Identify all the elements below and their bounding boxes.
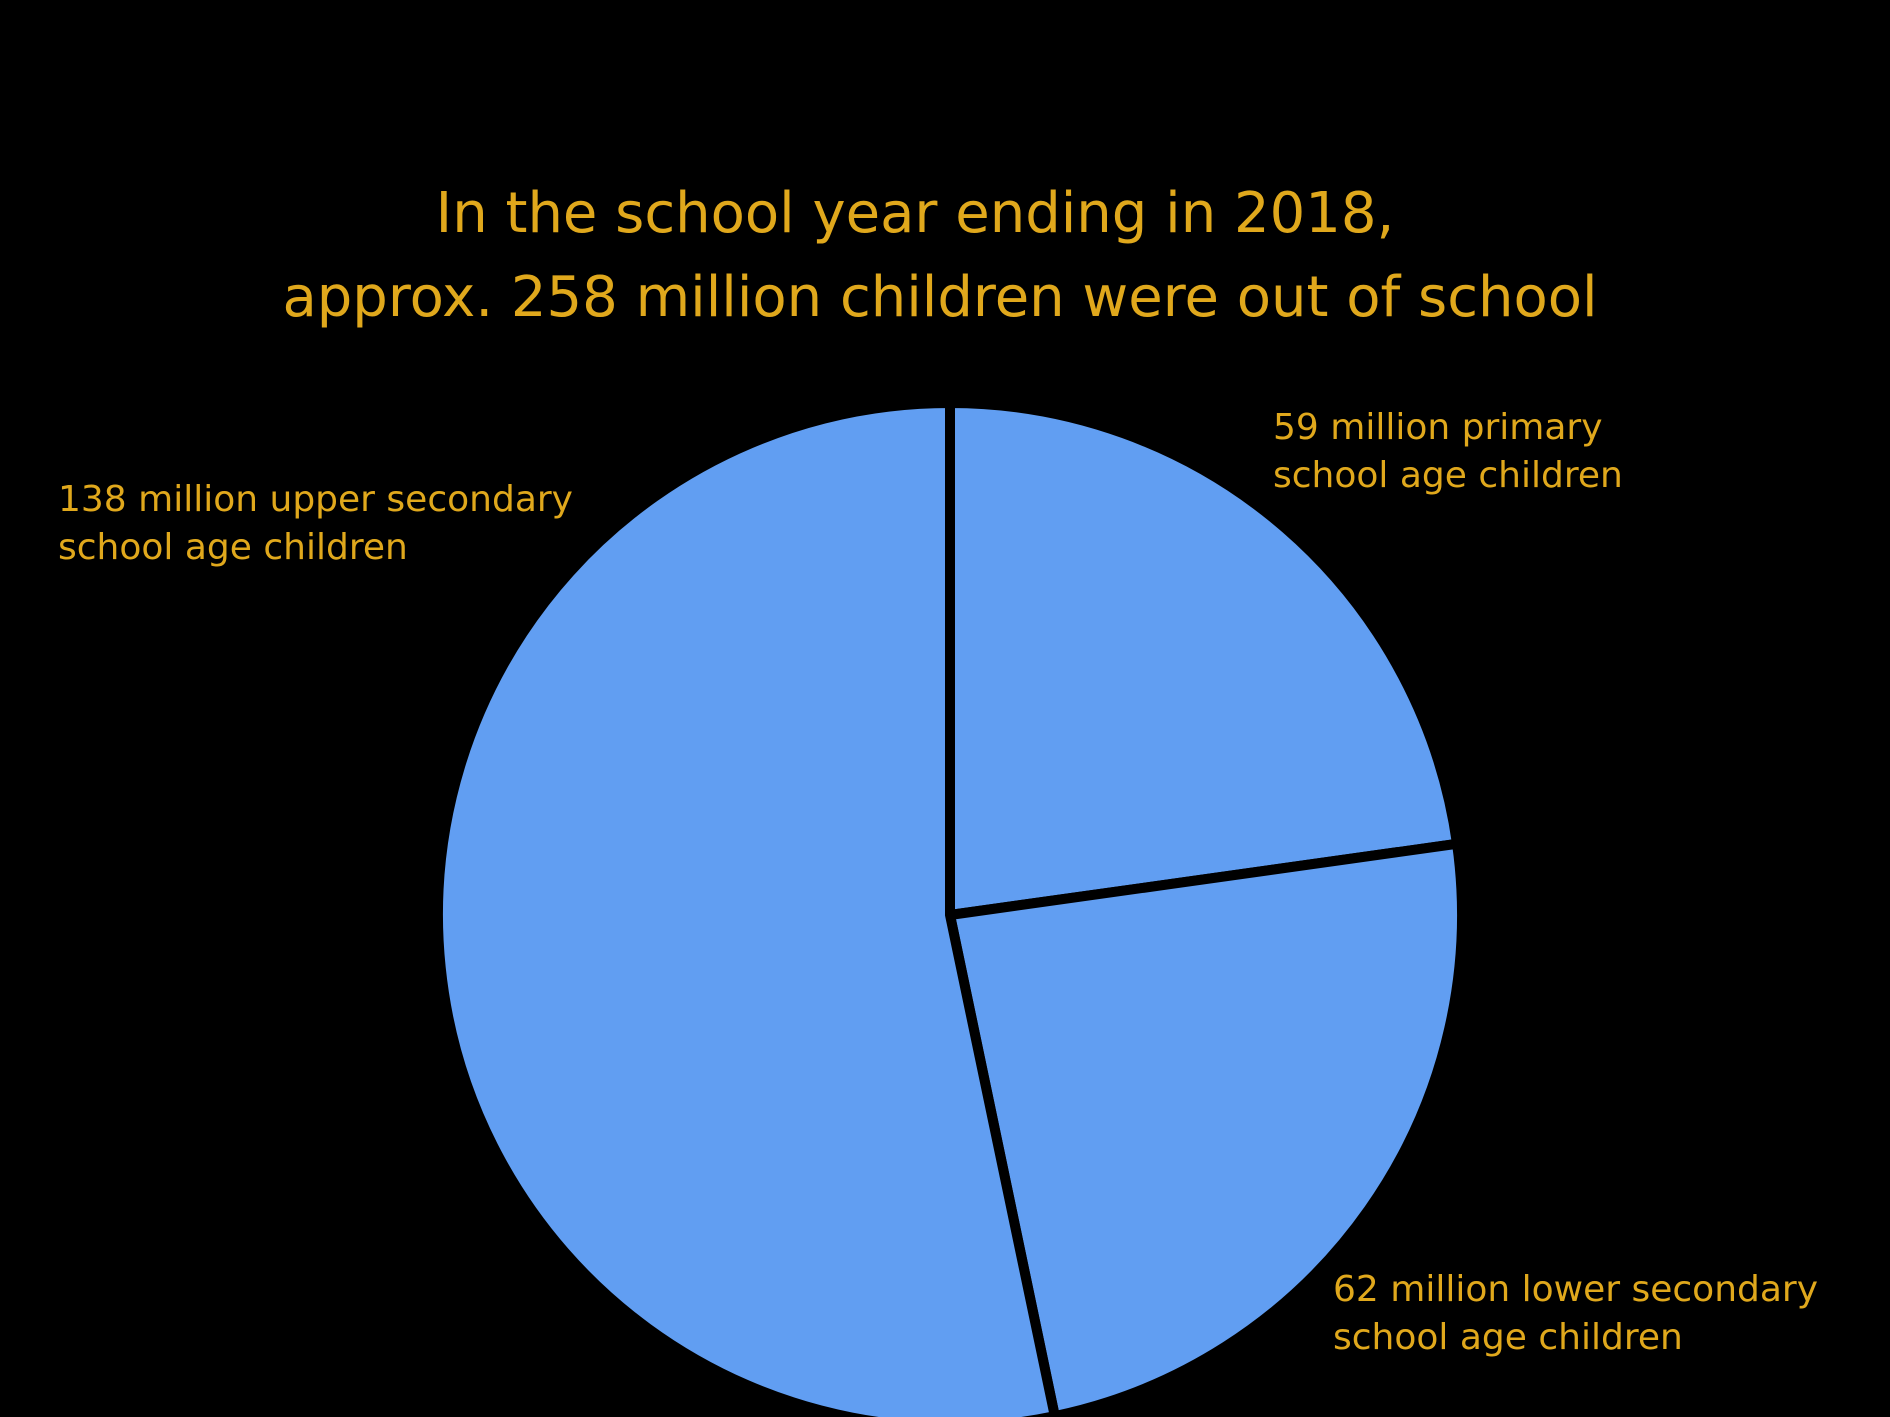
slice-label-lower-secondary-line-1: 62 million lower secondary bbox=[1333, 1269, 1818, 1310]
chart-title-line-2: approx. 258 million children were out of… bbox=[282, 265, 1597, 330]
chart-title: In the school year ending in 2018, appro… bbox=[282, 181, 1597, 330]
slice-label-lower-secondary: 62 million lower secondary school age ch… bbox=[1333, 1269, 1818, 1358]
pie-slice-primary bbox=[945, 397, 1463, 921]
pie-slice-upper-secondary bbox=[433, 397, 1061, 1417]
slice-label-primary-line-2: school age children bbox=[1273, 455, 1623, 496]
pie-slices bbox=[433, 397, 1467, 1417]
slice-label-lower-secondary-line-2: school age children bbox=[1333, 1317, 1683, 1358]
slice-label-primary: 59 million primary school age children bbox=[1273, 407, 1623, 496]
slice-label-upper-secondary-line-1: 138 million upper secondary bbox=[58, 479, 573, 520]
slice-label-primary-line-1: 59 million primary bbox=[1273, 407, 1603, 448]
chart-title-line-1: In the school year ending in 2018, bbox=[436, 181, 1395, 246]
slice-label-upper-secondary: 138 million upper secondary school age c… bbox=[58, 479, 573, 568]
pie-slice-lower-secondary bbox=[944, 838, 1467, 1417]
slice-label-upper-secondary-line-2: school age children bbox=[58, 527, 408, 568]
